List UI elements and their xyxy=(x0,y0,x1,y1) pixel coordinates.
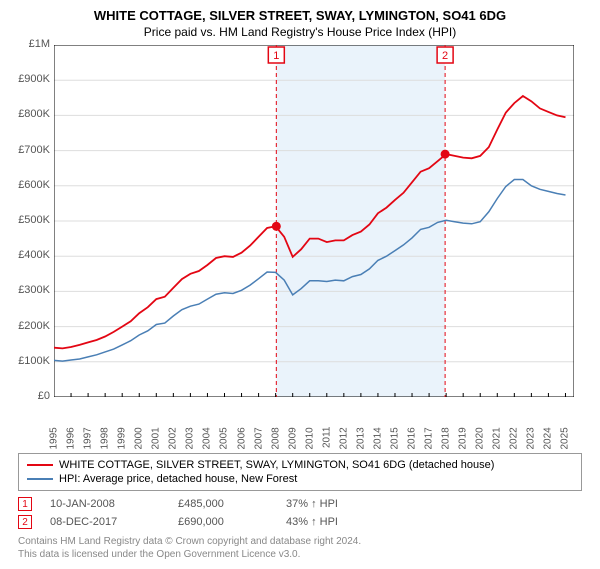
x-axis-label: 2012 xyxy=(338,427,349,449)
x-axis-label: 2020 xyxy=(475,427,486,449)
sale-date: 08-DEC-2017 xyxy=(50,516,160,528)
y-axis-label: £300K xyxy=(18,284,50,296)
legend-swatch-1 xyxy=(27,464,53,466)
y-axis-label: £500K xyxy=(18,214,50,226)
x-axis-label: 2016 xyxy=(407,427,418,449)
y-axis-label: £900K xyxy=(18,73,50,85)
x-axis-label: 2006 xyxy=(236,427,247,449)
y-axis-label: £800K xyxy=(18,108,50,120)
x-axis-label: 2002 xyxy=(168,427,179,449)
x-axis-label: 2024 xyxy=(543,427,554,449)
x-axis-label: 1997 xyxy=(83,427,94,449)
y-axis-label: £200K xyxy=(18,320,50,332)
chart-subtitle: Price paid vs. HM Land Registry's House … xyxy=(10,25,590,39)
x-axis-label: 1995 xyxy=(49,427,60,449)
x-axis-label: 2009 xyxy=(287,427,298,449)
sales-table: 1 10-JAN-2008 £485,000 37% ↑ HPI 2 08-DE… xyxy=(18,495,582,531)
x-axis-label: 2005 xyxy=(219,427,230,449)
sale-row: 1 10-JAN-2008 £485,000 37% ↑ HPI xyxy=(18,495,582,513)
y-axis-label: £100K xyxy=(18,355,50,367)
sale-row: 2 08-DEC-2017 £690,000 43% ↑ HPI xyxy=(18,513,582,531)
legend-label-1: WHITE COTTAGE, SILVER STREET, SWAY, LYMI… xyxy=(59,459,494,471)
x-axis-label: 2004 xyxy=(202,427,213,449)
y-axis-label: £400K xyxy=(18,249,50,261)
x-axis-label: 2018 xyxy=(441,427,452,449)
x-axis-label: 2022 xyxy=(509,427,520,449)
plot-area: 12 £0£100K£200K£300K£400K£500K£600K£700K… xyxy=(10,45,590,425)
sale-marker-1: 1 xyxy=(18,497,32,511)
chart-container: WHITE COTTAGE, SILVER STREET, SWAY, LYMI… xyxy=(0,0,600,569)
footer-attribution: Contains HM Land Registry data © Crown c… xyxy=(18,535,582,561)
footer-line: Contains HM Land Registry data © Crown c… xyxy=(18,535,582,548)
sale-price: £485,000 xyxy=(178,498,268,510)
x-axis-label: 2000 xyxy=(134,427,145,449)
x-axis-label: 2019 xyxy=(458,427,469,449)
legend-swatch-2 xyxy=(27,478,53,480)
legend-row: WHITE COTTAGE, SILVER STREET, SWAY, LYMI… xyxy=(27,458,573,472)
line-chart-svg: 12 xyxy=(54,45,574,397)
legend-row: HPI: Average price, detached house, New … xyxy=(27,472,573,486)
chart-title: WHITE COTTAGE, SILVER STREET, SWAY, LYMI… xyxy=(10,8,590,23)
footer-line: This data is licensed under the Open Gov… xyxy=(18,548,582,561)
svg-text:1: 1 xyxy=(273,50,279,62)
x-axis-label: 2007 xyxy=(253,427,264,449)
x-axis-label: 2003 xyxy=(185,427,196,449)
sale-pct: 37% ↑ HPI xyxy=(286,498,338,510)
y-axis-label: £1M xyxy=(29,38,50,50)
y-axis-label: £600K xyxy=(18,179,50,191)
x-axis-label: 2008 xyxy=(270,427,281,449)
svg-text:2: 2 xyxy=(442,50,448,62)
sale-date: 10-JAN-2008 xyxy=(50,498,160,510)
x-axis-label: 2015 xyxy=(389,427,400,449)
x-axis-label: 1999 xyxy=(117,427,128,449)
x-axis-label: 2021 xyxy=(492,427,503,449)
x-axis-label: 1998 xyxy=(100,427,111,449)
x-axis-label: 2025 xyxy=(560,427,571,449)
x-axis-label: 2011 xyxy=(321,427,332,449)
x-axis-label: 2017 xyxy=(424,427,435,449)
legend: WHITE COTTAGE, SILVER STREET, SWAY, LYMI… xyxy=(18,453,582,491)
y-axis-label: £0 xyxy=(38,390,50,402)
sale-marker-2: 2 xyxy=(18,515,32,529)
x-axis-label: 2023 xyxy=(526,427,537,449)
y-axis-label: £700K xyxy=(18,144,50,156)
x-axis-label: 2010 xyxy=(304,427,315,449)
sale-price: £690,000 xyxy=(178,516,268,528)
legend-label-2: HPI: Average price, detached house, New … xyxy=(59,473,297,485)
x-axis-label: 1996 xyxy=(66,427,77,449)
x-axis-label: 2001 xyxy=(151,427,162,449)
x-axis-label: 2013 xyxy=(355,427,366,449)
sale-pct: 43% ↑ HPI xyxy=(286,516,338,528)
x-axis-label: 2014 xyxy=(372,427,383,449)
